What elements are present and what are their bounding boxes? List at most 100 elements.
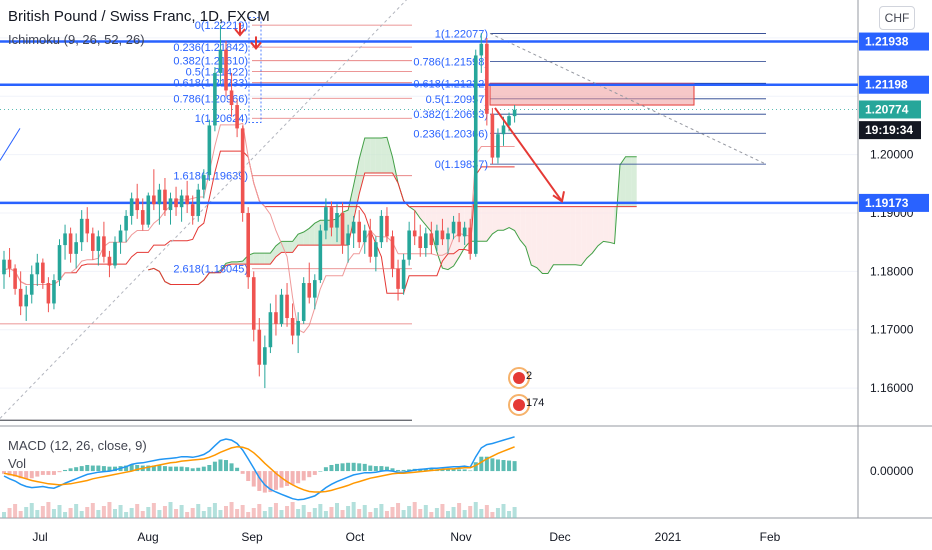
- candle-body: [140, 210, 145, 225]
- macd-histogram-bar: [18, 471, 23, 479]
- price-tag-label: 1.21198: [865, 78, 908, 92]
- y-tick-label: 1.16000: [870, 381, 914, 395]
- candle-body: [512, 109, 517, 117]
- macd-histogram-bar: [318, 471, 323, 472]
- volume-bar: [335, 503, 339, 518]
- candle-body: [2, 259, 6, 275]
- volume-bar: [185, 512, 190, 518]
- macd-histogram-bar: [323, 467, 328, 472]
- candle-body: [96, 236, 101, 251]
- volume-bar: [401, 510, 406, 518]
- volume-bar: [35, 510, 40, 518]
- cloud-segment: [492, 206, 498, 234]
- candle-body: [268, 312, 273, 348]
- fib-right-label: 0.382(1.20693): [413, 109, 488, 121]
- macd-histogram-bar: [7, 471, 12, 476]
- cloud-segment: [459, 206, 465, 258]
- volume-bar: [495, 508, 500, 518]
- macd-histogram-bar: [290, 471, 295, 485]
- candle-body: [41, 262, 45, 284]
- x-tick-label: Nov: [450, 530, 471, 544]
- volume-bar: [279, 510, 284, 518]
- candle-body: [451, 221, 456, 234]
- y-tick-label: 1.18000: [870, 264, 914, 278]
- price-tag-label: 19:19:34: [865, 123, 913, 137]
- macd-histogram-bar: [74, 467, 79, 472]
- candle-body: [196, 189, 201, 216]
- candle-body: [29, 274, 34, 295]
- volume-bar: [140, 511, 145, 518]
- currency-button[interactable]: CHF: [879, 6, 915, 30]
- candle-body: [224, 49, 228, 91]
- macd-line: [3, 436, 515, 501]
- macd-histogram-bar: [512, 461, 517, 472]
- volume-bar: [207, 507, 212, 518]
- macd-histogram-bar: [29, 471, 34, 479]
- volume-bar: [196, 504, 201, 518]
- macd-histogram-bar: [495, 459, 500, 472]
- candle-body: [185, 195, 189, 205]
- cloud-segment: [309, 223, 315, 246]
- volume-bar: [468, 506, 473, 518]
- candle-body: [507, 116, 511, 126]
- volume-bar: [46, 502, 51, 518]
- volume-bar: [146, 507, 151, 518]
- trend-line: [0, 128, 21, 161]
- volume-bar: [124, 512, 129, 518]
- candle-body: [213, 72, 217, 126]
- volume-bar: [174, 509, 179, 518]
- macd-histogram-bar: [384, 466, 389, 472]
- volume-bar: [57, 505, 62, 518]
- candle-body: [174, 198, 178, 208]
- cloud-segment: [575, 206, 582, 266]
- cloud-segment: [303, 228, 310, 246]
- macd-histogram-bar: [479, 456, 484, 472]
- macd-histogram-bar: [196, 467, 201, 472]
- candle-body: [218, 49, 223, 73]
- cloud-segment: [481, 206, 487, 242]
- candle-body: [202, 175, 206, 190]
- cloud-segment: [520, 206, 526, 247]
- x-tick-label: Sep: [241, 530, 263, 544]
- candle-body: [435, 230, 439, 246]
- x-tick-label: Jul: [32, 530, 47, 544]
- volume-bar: [218, 510, 223, 518]
- cloud-segment: [497, 206, 504, 231]
- macd-histogram-bar: [457, 469, 462, 472]
- volume-bar: [201, 511, 206, 518]
- fib-left-label: 1.618(1.19639): [173, 171, 248, 183]
- annotations: 2 174: [234, 23, 565, 416]
- macd-histogram-bar: [107, 466, 112, 472]
- candle-body: [313, 280, 317, 298]
- macd-histogram-bar: [174, 466, 179, 472]
- candles: [2, 25, 517, 389]
- volume-bar: [384, 511, 389, 518]
- macd-label: MACD (12, 26, close, 9): [8, 438, 147, 453]
- volume-bar: [285, 506, 290, 518]
- volume-bar: [307, 512, 312, 518]
- volume-bar: [129, 508, 134, 518]
- cloud-segment: [620, 156, 626, 207]
- cloud-segment: [386, 137, 393, 174]
- macd-histogram-bar: [146, 465, 151, 472]
- volume-bar: [396, 503, 401, 518]
- event-count: 2: [526, 370, 532, 382]
- volume-bar: [484, 505, 489, 518]
- cloud-segment: [259, 253, 265, 265]
- volume-bar: [457, 503, 462, 518]
- volume-bar: [179, 505, 184, 518]
- cloud-segment: [531, 206, 537, 268]
- macd-histogram-bar: [462, 469, 467, 472]
- candle-body: [446, 233, 450, 240]
- candle-body: [407, 230, 411, 260]
- volume-bar: [429, 512, 434, 518]
- volume-bar: [79, 511, 84, 518]
- macd-histogram-bar: [390, 468, 395, 472]
- candle-body: [85, 218, 90, 234]
- price-tag: [859, 75, 929, 94]
- macd-histogram-bar: [201, 466, 206, 472]
- macd-histogram-bar: [190, 468, 195, 472]
- macd-histogram-bar: [90, 465, 95, 472]
